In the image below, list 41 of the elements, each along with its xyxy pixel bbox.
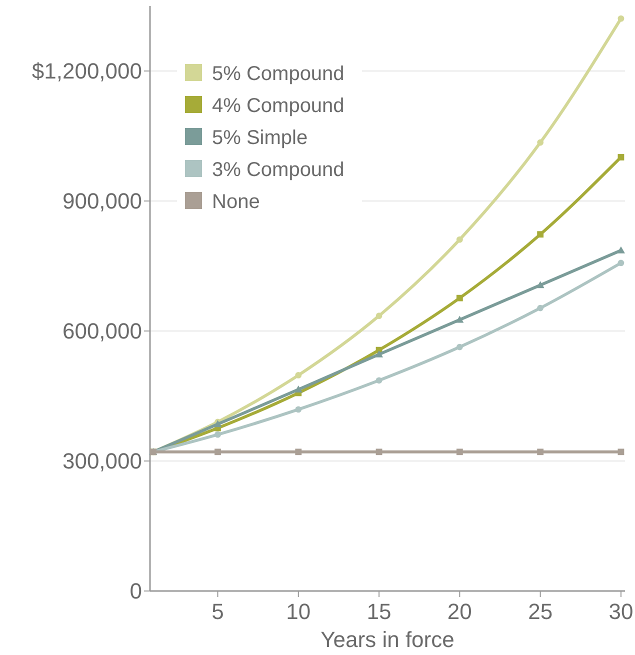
x-tick-label: 20 — [447, 599, 472, 624]
point — [214, 448, 221, 456]
x-tick-label: 30 — [608, 599, 634, 624]
legend-label: 3% Compound — [212, 159, 344, 181]
point — [295, 372, 302, 378]
x-tick-label: 5 — [212, 599, 224, 624]
point — [456, 236, 463, 243]
point — [214, 431, 221, 438]
point — [537, 448, 544, 456]
legend-label: 5% Compound — [212, 63, 344, 85]
point — [537, 139, 544, 146]
y-tick-label: 600,000 — [62, 318, 142, 344]
point — [618, 260, 624, 266]
y-tick-label: 0 — [130, 578, 142, 604]
point — [376, 448, 382, 456]
point — [456, 448, 463, 456]
point — [536, 281, 544, 288]
legend-label: None — [212, 191, 260, 213]
y-tick-label: 300,000 — [62, 448, 142, 474]
x-tick-label: 10 — [286, 599, 311, 624]
y-tick-label: $1,200,000 — [32, 58, 142, 84]
point — [456, 316, 464, 323]
point — [618, 154, 624, 160]
point — [295, 448, 302, 456]
x-axis-title: Years in force — [320, 627, 454, 652]
legend-label: 4% Compound — [212, 95, 344, 117]
point — [295, 406, 302, 413]
point — [616, 246, 625, 254]
y-tick-label: 900,000 — [62, 188, 142, 214]
point — [618, 15, 624, 22]
point — [456, 344, 463, 350]
point — [375, 350, 384, 358]
point — [376, 312, 382, 320]
point — [537, 304, 544, 312]
x-tick-label: 15 — [366, 599, 392, 624]
legend-label: 5% Simple — [212, 127, 308, 149]
x-tick-label: 25 — [528, 599, 553, 624]
point — [376, 377, 382, 384]
point — [456, 294, 463, 302]
point — [537, 231, 544, 238]
point — [618, 448, 624, 456]
